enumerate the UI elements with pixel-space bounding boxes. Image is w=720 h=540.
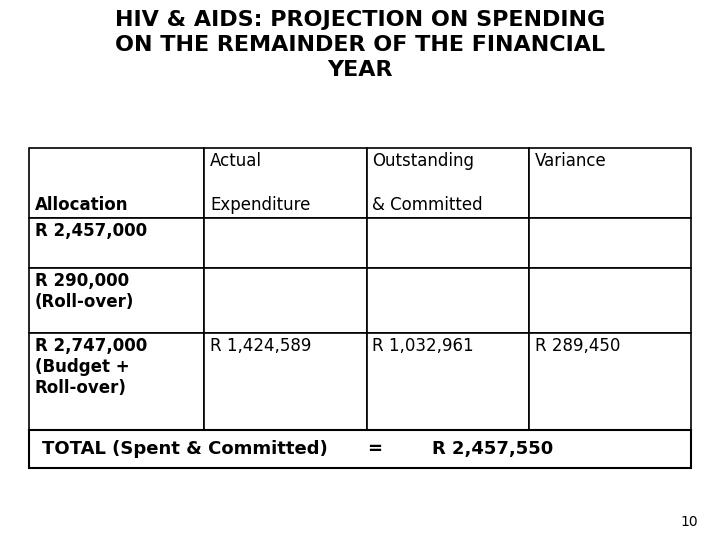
- Text: TOTAL (Spent & Committed): TOTAL (Spent & Committed): [42, 440, 328, 458]
- Text: HIV & AIDS: PROJECTION ON SPENDING
ON THE REMAINDER OF THE FINANCIAL
YEAR: HIV & AIDS: PROJECTION ON SPENDING ON TH…: [115, 10, 605, 79]
- Text: R 1,424,589: R 1,424,589: [210, 338, 312, 355]
- Bar: [204, 268, 366, 333]
- Text: R 2,457,000: R 2,457,000: [35, 222, 147, 240]
- Bar: [529, 148, 691, 218]
- Text: R 2,747,000
(Budget +
Roll-over): R 2,747,000 (Budget + Roll-over): [35, 338, 147, 397]
- Bar: [29, 268, 204, 333]
- Bar: [529, 333, 691, 433]
- Bar: [29, 430, 691, 468]
- Text: 10: 10: [681, 515, 698, 529]
- Bar: [366, 148, 529, 218]
- Bar: [366, 218, 529, 268]
- Bar: [366, 268, 529, 333]
- Bar: [29, 218, 204, 268]
- Bar: [29, 333, 204, 433]
- Text: Outstanding: Outstanding: [372, 152, 474, 170]
- Text: & Committed: & Committed: [372, 195, 483, 214]
- Bar: [529, 268, 691, 333]
- Text: Expenditure: Expenditure: [210, 195, 310, 214]
- Bar: [366, 333, 529, 433]
- Text: Variance: Variance: [535, 152, 606, 170]
- Bar: [204, 148, 366, 218]
- Text: Actual: Actual: [210, 152, 262, 170]
- Text: =: =: [367, 440, 382, 458]
- Bar: [204, 218, 366, 268]
- Text: R 1,032,961: R 1,032,961: [372, 338, 474, 355]
- Text: R 289,450: R 289,450: [535, 338, 620, 355]
- Bar: [204, 333, 366, 433]
- Text: Allocation: Allocation: [35, 195, 128, 214]
- Text: R 290,000
(Roll-over): R 290,000 (Roll-over): [35, 272, 134, 311]
- Bar: [29, 148, 204, 218]
- Bar: [529, 218, 691, 268]
- Text: R 2,457,550: R 2,457,550: [432, 440, 553, 458]
